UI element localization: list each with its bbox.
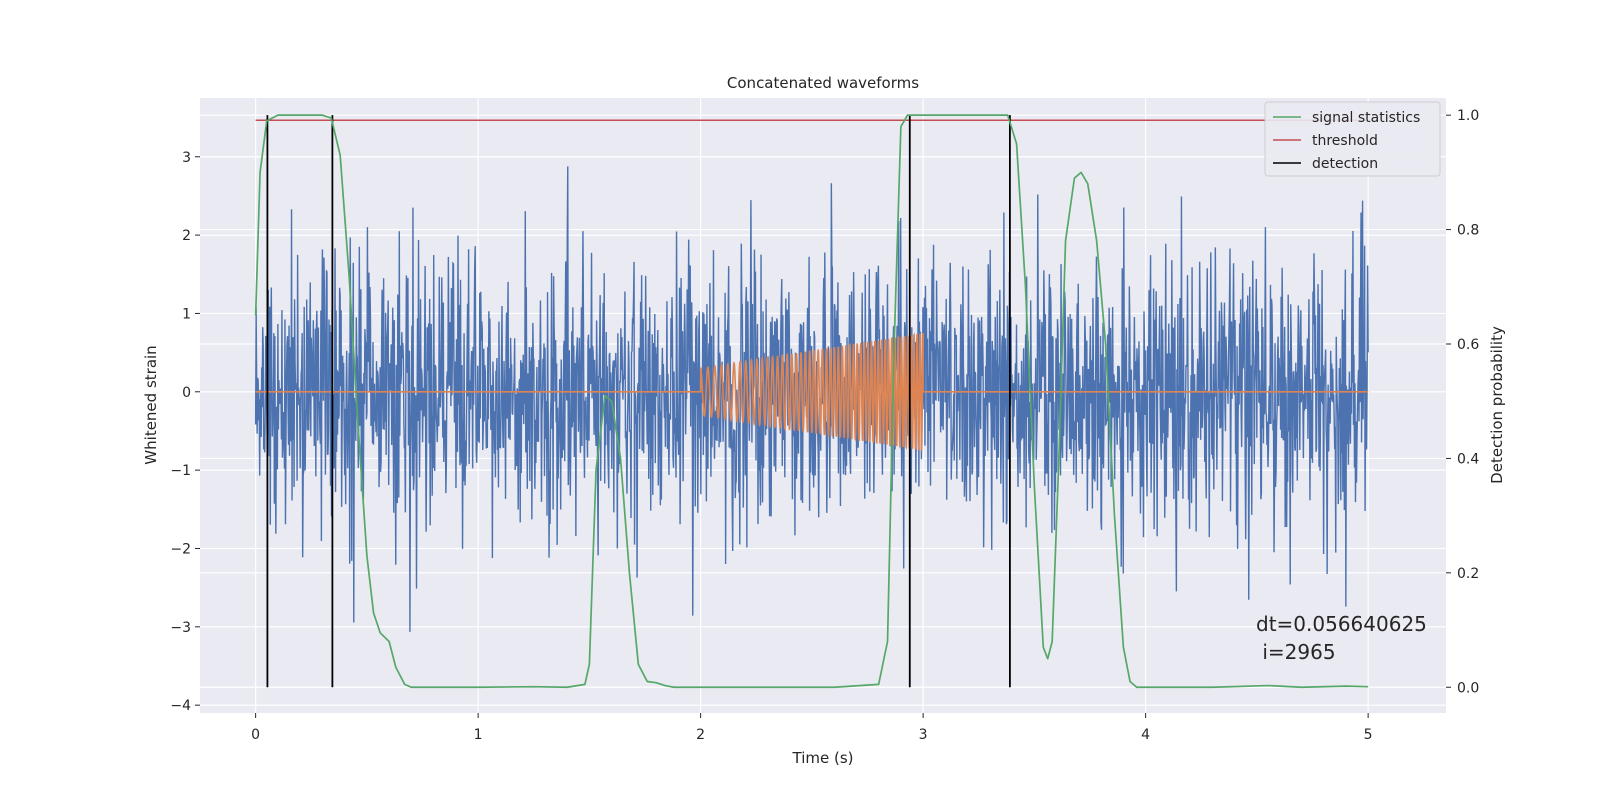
y-tick-label: 2 xyxy=(182,228,191,244)
y2-tick-label: 0.2 xyxy=(1457,566,1479,582)
dt-index-annotation: dt=0.056640625 i=2965 xyxy=(1256,612,1427,664)
y-tick-label: 0 xyxy=(182,385,191,401)
y-tick-label: 3 xyxy=(182,150,191,166)
annotation-line: i=2965 xyxy=(1256,640,1336,664)
signal-statistics-curve xyxy=(254,114,1369,689)
annotation-line: dt=0.056640625 xyxy=(1256,612,1427,636)
y2-tick-label: 0.8 xyxy=(1457,223,1479,239)
signal-statistics-series xyxy=(254,114,1369,689)
y-tick-label: −4 xyxy=(170,698,191,714)
legend: signal statistics threshold detection xyxy=(1264,101,1441,177)
legend-box xyxy=(1264,101,1441,177)
y-tick-label: −3 xyxy=(170,620,191,636)
y2-tick-label: 0.4 xyxy=(1457,451,1479,467)
y2-tick-label: 0.0 xyxy=(1457,680,1479,696)
y-axis-label: Whitened strain xyxy=(142,345,160,464)
y-tick-label: −1 xyxy=(170,463,191,479)
right-y-axis-label: Detection probability xyxy=(1488,326,1506,484)
chart-title: Concatenated waveforms xyxy=(727,74,919,92)
x-tick-label: 0 xyxy=(251,727,260,743)
y2-tick-label: 0.6 xyxy=(1457,337,1479,353)
strain-trace xyxy=(254,166,1369,632)
x-tick-label: 3 xyxy=(919,727,928,743)
legend-label-detection: detection xyxy=(1312,156,1378,172)
legend-label-threshold: threshold xyxy=(1312,133,1378,149)
detection-lines xyxy=(266,115,1011,688)
x-tick-label: 5 xyxy=(1364,727,1373,743)
y-tick-label: 1 xyxy=(182,306,191,322)
injection-trace xyxy=(255,332,1369,453)
legend-label-signal-statistics: signal statistics xyxy=(1312,110,1420,126)
axis-ticks: 0 1 2 3 4 5 −4 −3 −2 −1 0 1 2 3 0.0 0.2 0.4 0.6 0.8 1.0 xyxy=(170,108,1479,743)
y2-tick-label: 1.0 xyxy=(1457,108,1479,124)
whitened-strain-series xyxy=(254,166,1369,632)
injection-waveform-series xyxy=(255,332,1369,453)
x-axis-label: Time (s) xyxy=(792,749,854,767)
x-tick-label: 4 xyxy=(1141,727,1150,743)
x-tick-label: 1 xyxy=(474,727,483,743)
x-tick-label: 2 xyxy=(696,727,705,743)
y-tick-label: −2 xyxy=(170,541,191,557)
